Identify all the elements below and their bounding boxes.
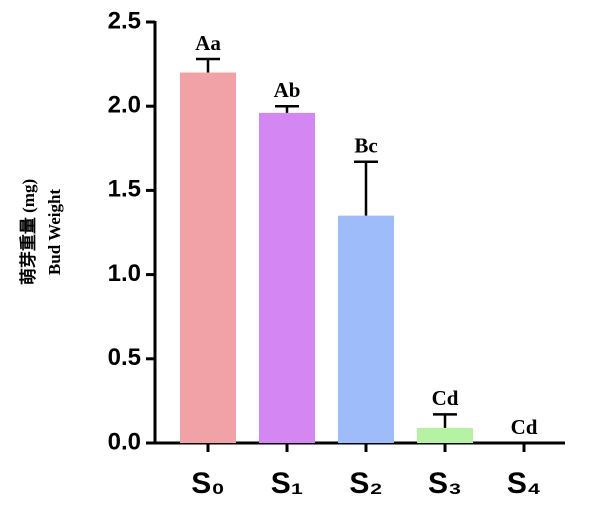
y-tick-label: 1.0 <box>108 260 141 287</box>
bar <box>259 112 315 443</box>
x-tick-label: S₀ <box>191 467 225 500</box>
bar <box>417 427 473 443</box>
y-tick-label: 1.5 <box>108 176 141 203</box>
x-tick-label: S₁ <box>271 467 303 500</box>
y-tick-label: 2.5 <box>108 7 141 34</box>
significance-letter: Aa <box>195 31 221 55</box>
error-bar <box>354 160 378 216</box>
y-axis-label: 萌芽重量 (mg) <box>18 179 38 285</box>
significance-letter: Cd <box>432 386 459 410</box>
y-axis-label: Bud Weight <box>45 189 64 275</box>
error-bar <box>196 57 220 73</box>
bar <box>180 72 236 444</box>
bar <box>338 215 394 443</box>
error-bar <box>275 104 299 113</box>
x-tick-label: S₃ <box>428 467 462 500</box>
significance-letter: Ab <box>274 78 301 102</box>
significance-letter: Cd <box>511 415 538 439</box>
y-tick-label: 0.0 <box>108 428 141 455</box>
x-tick-label: S₄ <box>507 467 541 500</box>
significance-letter: Bc <box>354 134 377 158</box>
y-tick-label: 2.0 <box>108 92 141 119</box>
x-tick-label: S₂ <box>349 467 382 500</box>
error-bar <box>433 413 457 428</box>
y-tick-label: 0.5 <box>108 344 141 371</box>
